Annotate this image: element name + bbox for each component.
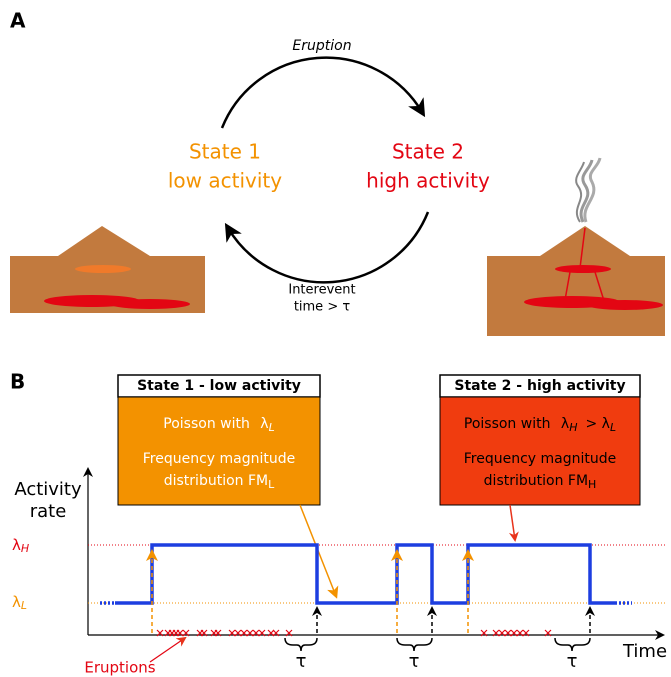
eruption-x [252, 629, 260, 637]
state-name: State 2 [392, 140, 464, 164]
eruption-x [267, 629, 275, 637]
eruption-x [234, 629, 242, 637]
return-arrows [312, 606, 595, 633]
box-text: distribution FML [164, 473, 275, 491]
state-desc: high activity [366, 169, 490, 193]
text-part: Poisson with [163, 416, 250, 432]
box-title: State 1 - low activity [137, 378, 301, 394]
box-text: Poisson with λL [163, 416, 274, 434]
eruption-x [544, 629, 552, 637]
eruption-x [176, 629, 184, 637]
tau-braces [284, 637, 591, 652]
eruption-x [214, 629, 222, 637]
text-part: λ [260, 416, 268, 432]
eruption-x [510, 629, 518, 637]
text-part: λ [561, 416, 569, 432]
cycle-arrow [220, 56, 426, 129]
pointer-arrow [149, 636, 187, 663]
state-box: State 2 - high activity Poisson with λH >… [439, 374, 641, 506]
text-part: λ [12, 593, 21, 611]
eruption-x [228, 629, 236, 637]
eruption-x [522, 629, 530, 637]
subscript: L [21, 599, 27, 612]
arrow-label: Eruption [292, 38, 351, 54]
box-text: Frequency magnitude [464, 451, 617, 467]
box-text: Poisson with λH > λL [464, 416, 616, 434]
subscript: H [569, 421, 577, 434]
tau-label: τ [409, 651, 420, 672]
eruption-x [504, 629, 512, 637]
state-desc: low activity [168, 169, 282, 193]
level-label: λL [12, 593, 27, 613]
volcano-active [487, 157, 665, 336]
box-text: Frequency magnitude [143, 451, 296, 467]
box-text: distribution FMH [484, 473, 597, 491]
eruption-x [285, 629, 293, 637]
pointer-arrow [508, 504, 519, 542]
subscript: L [610, 421, 616, 434]
text-part: > [585, 416, 597, 432]
eruption-x [240, 629, 248, 637]
text-part: Poisson with [464, 416, 551, 432]
axis-label: Time [622, 641, 667, 662]
state-box: State 1 - low activity Poisson with λL F… [117, 374, 321, 506]
axis-label: Activity [14, 479, 82, 500]
eruption-x [516, 629, 524, 637]
tau-label: τ [567, 651, 578, 672]
eruption-x [498, 629, 506, 637]
tau-label: τ [296, 651, 307, 672]
eruption-x [182, 629, 190, 637]
eruption-x [492, 629, 500, 637]
text-part: distribution FM [164, 473, 268, 489]
level-label: λH [12, 536, 29, 556]
subscript: L [269, 421, 275, 434]
state-switch-arrows [146, 549, 474, 633]
eruption-x [480, 629, 488, 637]
panel-label: A [10, 9, 26, 33]
axis-label: rate [30, 501, 67, 522]
eruption-x [258, 629, 266, 637]
eruption-x [246, 629, 254, 637]
eruption-x [200, 629, 208, 637]
arrow-label: Interevent [288, 283, 355, 298]
eruption-x [156, 629, 164, 637]
panel-label: B [10, 370, 25, 394]
cycle-arrow [224, 211, 430, 284]
text-part: λ [12, 536, 21, 554]
arrow-label: time > τ [294, 300, 351, 315]
subscript: H [588, 478, 596, 491]
activity-rate [115, 543, 615, 605]
volcano-quiet [10, 226, 205, 313]
eruption-x [272, 629, 280, 637]
text-part: distribution FM [484, 473, 588, 489]
subscript: H [21, 542, 29, 555]
eruption-marks [156, 629, 552, 637]
box-title: State 2 - high activity [454, 378, 625, 394]
text-part: λ [602, 416, 610, 432]
subscript: L [268, 478, 275, 491]
eruptions-label: Eruptions [84, 659, 155, 677]
state-name: State 1 [189, 140, 261, 164]
